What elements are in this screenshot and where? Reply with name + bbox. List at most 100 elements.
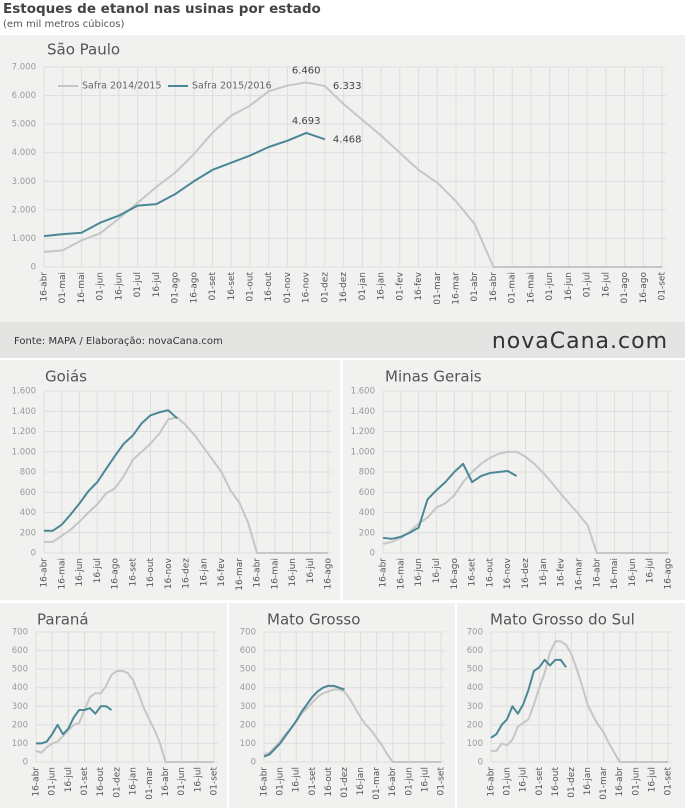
y-tick-label: 0 <box>23 758 28 768</box>
x-tick-label: 01-ago <box>620 272 630 304</box>
chart-title: Mato Grosso <box>267 611 360 629</box>
x-tick-label: 01-jun <box>48 767 58 796</box>
x-tick-label: 16-out <box>96 767 106 797</box>
x-tick-label: 01-out <box>246 272 256 302</box>
y-tick-label: 1.600 <box>351 387 375 397</box>
y-tick-label: 1.600 <box>12 387 36 397</box>
x-tick-label: 01-jun <box>631 767 641 796</box>
x-tick-label: 16-jul <box>306 558 316 583</box>
x-tick-label: 01-set <box>210 767 220 796</box>
x-tick-label: 01-jun <box>503 767 513 796</box>
x-tick-label: 16-jul <box>432 558 442 583</box>
y-tick-label: 800 <box>20 468 36 478</box>
x-tick-label: 01-set <box>208 272 218 301</box>
x-tick-label: 16-out <box>551 767 561 797</box>
x-tick-label: 16-abr <box>615 767 625 797</box>
x-tick-label: 16-abr <box>489 272 499 302</box>
y-tick-label: 200 <box>359 528 375 538</box>
y-tick-label: 1.000 <box>351 447 375 457</box>
x-tick-label: 16-ago <box>639 272 649 304</box>
line-series <box>43 131 326 238</box>
x-tick-label: 16-mar <box>235 558 245 591</box>
x-tick-label: 01-dez <box>340 767 350 798</box>
x-tick-label: 01-jul <box>583 272 593 297</box>
page-subtitle: (em mil metros cúbicos) <box>3 18 124 30</box>
x-tick-label: 16-jul <box>193 767 203 792</box>
y-tick-label: 1.200 <box>351 427 375 437</box>
x-tick-label: 16-jan <box>539 558 549 586</box>
x-tick-label: 16-fev <box>217 557 227 586</box>
x-tick-label: 16-set <box>128 558 138 587</box>
x-tick-label: 16-jun <box>75 558 85 587</box>
y-tick-label: 400 <box>12 683 28 693</box>
x-tick-label: 16-jan <box>129 767 139 795</box>
y-tick-label: 500 <box>467 665 483 675</box>
y-tick-label: 200 <box>12 720 28 730</box>
x-tick-label: 16-fev <box>414 271 424 300</box>
x-tick-label: 16-jul <box>647 767 657 792</box>
x-tick-label: 16-jul <box>64 767 74 792</box>
x-tick-label: 01-jan <box>358 272 368 300</box>
y-tick-label: 0 <box>31 263 36 273</box>
chart-title: Mato Grosso do Sul <box>490 611 635 629</box>
x-tick-label: 01-set <box>535 767 545 796</box>
x-tick-label: 01-dez <box>112 767 122 798</box>
line-series <box>35 670 214 763</box>
y-tick-label: 500 <box>12 665 28 675</box>
y-tick-label: 4.000 <box>12 148 36 158</box>
x-tick-label: 16-jun <box>288 558 298 587</box>
x-tick-label: 01-dez <box>320 272 330 303</box>
y-tick-label: 300 <box>12 702 28 712</box>
data-label: 6.460 <box>292 65 321 76</box>
line-series <box>382 450 668 554</box>
line-series <box>44 409 178 532</box>
y-tick-label: 400 <box>240 683 256 693</box>
x-tick-label: 01-nov <box>283 271 293 303</box>
y-tick-label: 500 <box>240 665 256 675</box>
y-tick-label: 2.000 <box>12 205 36 215</box>
panel <box>229 603 455 808</box>
x-tick-label: 16-nov <box>164 557 174 589</box>
y-tick-label: 400 <box>359 508 375 518</box>
y-tick-label: 400 <box>20 508 36 518</box>
x-tick-label: 16-abr <box>253 558 263 588</box>
line-series <box>490 658 567 739</box>
line-series <box>382 462 518 540</box>
x-tick-label: 01-fev <box>395 271 405 300</box>
x-tick-label: 01-mai <box>58 272 68 303</box>
line-series <box>43 81 662 268</box>
y-tick-label: 100 <box>12 739 28 749</box>
y-tick-label: 400 <box>467 683 483 693</box>
y-tick-label: 200 <box>240 720 256 730</box>
x-tick-label: 16-abr <box>487 767 497 797</box>
x-tick-label: 16-jan <box>377 272 387 300</box>
x-tick-label: 16-ago <box>664 558 674 590</box>
x-tick-label: 16-mai <box>396 558 406 589</box>
x-tick-label: 16-out <box>146 558 156 588</box>
x-tick-label: 01-set <box>80 767 90 796</box>
y-tick-label: 0 <box>31 549 36 559</box>
logo: novaCana.com <box>492 329 668 354</box>
chart-title: São Paulo <box>47 41 120 59</box>
x-tick-label: 01-jun <box>545 272 555 301</box>
x-tick-label: 16-abr <box>32 767 42 797</box>
x-tick-label: 01-jun <box>96 272 106 301</box>
y-tick-label: 200 <box>20 528 36 538</box>
y-tick-label: 700 <box>12 628 28 638</box>
x-tick-label: 16-ago <box>324 558 334 590</box>
x-tick-label: 16-jul <box>152 272 162 297</box>
x-tick-label: 16-ago <box>189 272 199 304</box>
line-series <box>263 684 345 758</box>
x-tick-label: 16-dez <box>339 272 349 303</box>
chart-title: Goiás <box>45 368 87 386</box>
x-tick-label: 16-out <box>485 558 495 588</box>
x-tick-label: 16-out <box>264 272 274 302</box>
y-tick-label: 600 <box>467 646 483 656</box>
x-tick-label: 16-jun <box>414 558 424 587</box>
x-tick-label: 01-ago <box>171 272 181 304</box>
x-tick-label: 16-abr <box>161 767 171 797</box>
x-tick-label: 16-mai <box>270 558 280 589</box>
y-tick-label: 1.400 <box>351 407 375 417</box>
x-tick-label: 01-mai <box>508 272 518 303</box>
